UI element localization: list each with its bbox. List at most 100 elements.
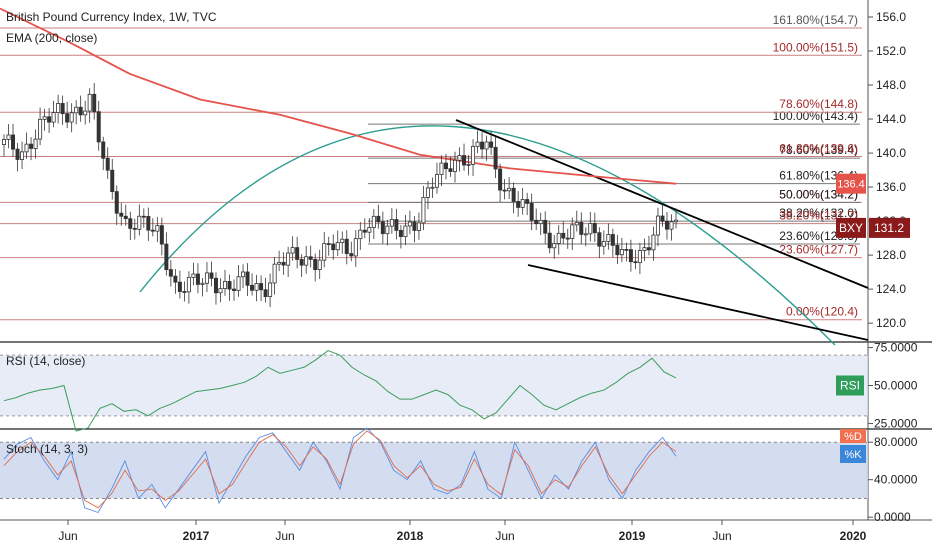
candle-body: [376, 215, 381, 223]
candle: [394, 208, 399, 240]
candle: [241, 264, 246, 289]
candle: [2, 134, 7, 157]
candle: [105, 147, 110, 179]
candle-body: [277, 261, 282, 265]
last-price-badge: [869, 217, 910, 238]
candle: [443, 154, 448, 180]
candle-body: [245, 271, 250, 286]
candle: [358, 222, 363, 250]
candle-body: [529, 203, 534, 221]
rsi-band: [0, 355, 868, 416]
candle: [403, 215, 408, 246]
stoch-k-badge-label: %K: [844, 449, 862, 461]
candle-body: [322, 243, 327, 261]
candle: [213, 272, 218, 305]
candle: [407, 210, 412, 235]
candle: [624, 242, 629, 262]
candle-body: [425, 187, 430, 198]
candle: [565, 228, 570, 249]
candle-body: [416, 222, 421, 231]
candle: [74, 100, 79, 125]
candle: [574, 210, 579, 232]
candle-body: [254, 283, 259, 291]
candle-body: [462, 155, 467, 166]
candle: [529, 193, 534, 231]
candle: [489, 130, 494, 155]
candle-body: [232, 288, 237, 291]
candle: [259, 275, 264, 301]
candle-body: [520, 199, 525, 208]
candle: [516, 191, 521, 217]
candles-group: [2, 83, 679, 307]
candle: [232, 279, 237, 301]
fib-level-label: 78.60%(144.8): [779, 97, 858, 111]
candle-body: [624, 248, 629, 251]
y-tick-label: 120.0: [876, 316, 906, 330]
candle: [597, 227, 602, 259]
stoch-legend: Stoch (14, 3, 3): [6, 442, 89, 456]
candle: [182, 281, 187, 302]
candle: [123, 204, 128, 226]
candle-body: [308, 256, 313, 260]
candle-body: [259, 283, 264, 291]
candle: [38, 107, 43, 146]
candle-body: [371, 215, 376, 228]
candle-body: [579, 222, 584, 235]
candle: [150, 218, 155, 237]
candle-body: [448, 168, 453, 172]
candle-body: [56, 103, 61, 114]
candle-body: [457, 155, 462, 161]
rsi-badge: [836, 375, 864, 396]
candle-body: [60, 103, 65, 115]
candle-body: [615, 244, 620, 256]
candle-body: [606, 234, 611, 242]
candle-body: [380, 221, 385, 235]
candle: [583, 227, 588, 247]
candle-body: [186, 276, 191, 293]
candle-body: [331, 243, 336, 251]
candle-body: [286, 252, 291, 266]
candle-body: [241, 271, 246, 278]
candle: [547, 221, 552, 254]
fib-level-label: 78.60%(139.4): [779, 143, 858, 157]
candle: [484, 135, 489, 161]
candle-body: [15, 148, 20, 160]
candle: [173, 269, 178, 294]
candle-body: [47, 116, 52, 123]
candle: [132, 218, 137, 240]
ema-badge: [836, 173, 866, 194]
candle: [277, 250, 282, 272]
candle-body: [263, 289, 268, 298]
candle-body: [222, 281, 227, 289]
candle-body: [74, 106, 79, 114]
candle-body: [349, 253, 354, 257]
candle: [299, 254, 304, 278]
ema-badge-label: 136.4: [837, 179, 865, 191]
candle: [628, 239, 633, 272]
fib-level-label: 23.60%(127.7): [779, 243, 858, 257]
candle-body: [335, 242, 340, 251]
candle: [642, 238, 647, 262]
y-tick-label: 140.0: [876, 146, 906, 160]
candle: [60, 95, 65, 125]
candle: [480, 132, 485, 159]
candle: [633, 249, 638, 270]
candle: [159, 217, 164, 256]
candle-body: [65, 113, 70, 123]
candle: [543, 211, 548, 244]
candle-body: [412, 221, 417, 231]
candle-body: [33, 138, 38, 149]
candle: [92, 83, 97, 120]
candle-body: [11, 134, 16, 150]
candle-body: [290, 247, 295, 254]
candle: [335, 230, 340, 256]
candle-body: [119, 212, 124, 217]
candle: [268, 273, 273, 307]
y-tick-label: 148.0: [876, 78, 906, 92]
candle-body: [362, 229, 367, 233]
candle-body: [592, 223, 597, 234]
candle: [552, 235, 557, 259]
lower-trendline: [527, 264, 869, 341]
candle-body: [101, 141, 106, 159]
